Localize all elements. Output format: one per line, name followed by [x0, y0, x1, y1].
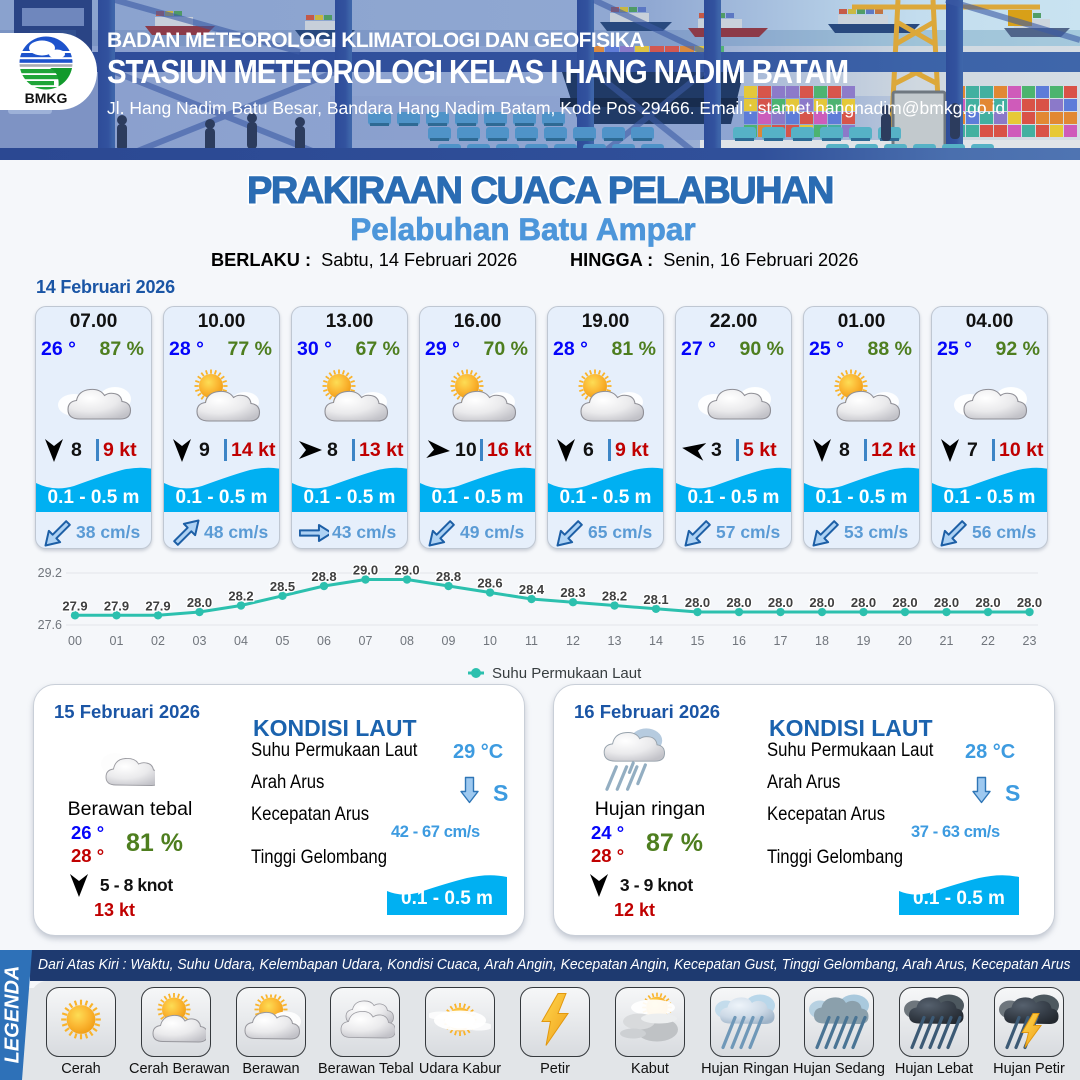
svg-text:22: 22: [981, 634, 995, 648]
svg-text:02: 02: [151, 634, 165, 648]
svg-text:15: 15: [691, 634, 705, 648]
svg-text:16: 16: [732, 634, 746, 648]
svg-text:28.3: 28.3: [560, 585, 585, 600]
svg-text:28.0: 28.0: [851, 595, 876, 610]
svg-text:28.0: 28.0: [187, 595, 212, 610]
svg-text:27.9: 27.9: [104, 598, 129, 613]
svg-text:27.6: 27.6: [38, 618, 62, 632]
svg-text:09: 09: [442, 634, 456, 648]
svg-text:05: 05: [276, 634, 290, 648]
svg-text:Suhu Permukaan Laut: Suhu Permukaan Laut: [492, 665, 642, 682]
svg-text:28.2: 28.2: [228, 589, 253, 604]
svg-text:14: 14: [649, 634, 663, 648]
svg-text:11: 11: [525, 634, 538, 648]
svg-text:28.2: 28.2: [602, 589, 627, 604]
svg-text:10: 10: [483, 634, 497, 648]
svg-text:BMKG: BMKG: [25, 90, 68, 106]
svg-text:12: 12: [566, 634, 580, 648]
svg-text:29.0: 29.0: [394, 563, 419, 578]
svg-text:28.5: 28.5: [270, 579, 295, 594]
svg-text:28.0: 28.0: [768, 595, 793, 610]
svg-text:03: 03: [193, 634, 207, 648]
svg-text:28.8: 28.8: [311, 569, 336, 584]
svg-text:28.0: 28.0: [892, 595, 917, 610]
svg-text:01: 01: [110, 634, 124, 648]
svg-text:28.0: 28.0: [726, 595, 751, 610]
svg-text:17: 17: [774, 634, 788, 648]
svg-text:08: 08: [400, 634, 414, 648]
svg-text:28.1: 28.1: [643, 592, 668, 607]
svg-text:28.0: 28.0: [1017, 595, 1042, 610]
svg-text:07: 07: [359, 634, 373, 648]
svg-text:20: 20: [898, 634, 912, 648]
svg-text:23: 23: [1023, 634, 1037, 648]
svg-text:28.4: 28.4: [519, 582, 545, 597]
svg-text:19: 19: [857, 634, 871, 648]
svg-text:18: 18: [815, 634, 829, 648]
svg-text:06: 06: [317, 634, 331, 648]
svg-text:28.0: 28.0: [934, 595, 959, 610]
svg-text:27.9: 27.9: [62, 598, 87, 613]
svg-text:28.8: 28.8: [436, 569, 461, 584]
svg-text:29.0: 29.0: [353, 563, 378, 578]
svg-text:27.9: 27.9: [145, 598, 170, 613]
svg-text:29.2: 29.2: [38, 566, 62, 580]
svg-text:28.0: 28.0: [809, 595, 834, 610]
svg-text:13: 13: [608, 634, 622, 648]
svg-text:00: 00: [68, 634, 82, 648]
svg-text:28.6: 28.6: [477, 576, 502, 591]
svg-text:28.0: 28.0: [975, 595, 1000, 610]
svg-text:28.0: 28.0: [685, 595, 710, 610]
svg-text:21: 21: [940, 634, 954, 648]
svg-text:04: 04: [234, 634, 248, 648]
